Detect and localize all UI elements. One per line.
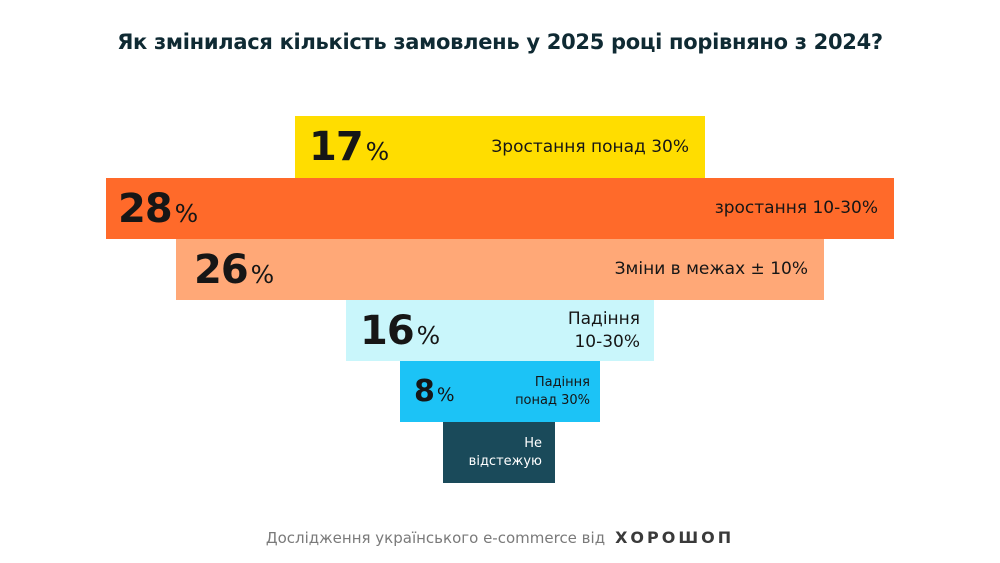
value-label: 17% [309,124,389,170]
value-unit: % [174,198,199,228]
value-unit: % [250,259,275,289]
bar-5: 8% Падіння понад 30% [400,361,600,422]
footer-text: Дослідження українського e-commerce від [265,529,606,547]
value-unit: % [416,320,441,350]
bar-2: 28% зростання 10-30% [106,178,894,239]
chart-title: Як змінилася кількість замовлень у 2025 … [117,30,883,54]
value-number: 26 [194,246,249,293]
value-label: 26% [194,247,274,293]
category-label: Падіння понад 30% [515,374,590,408]
bar-6: Не відстежую [443,422,555,483]
value-unit: % [436,385,455,406]
bar-3: 26% Зміни в межах ± 10% [176,239,824,300]
value-number: 17 [309,124,364,170]
value-number: 16 [360,307,415,354]
category-label: Не відстежую [468,435,542,469]
category-label: Зміни в межах ± 10% [614,259,808,280]
value-label: 8% [414,374,455,409]
category-label: Падіння 10-30% [567,308,640,352]
value-label: 16% [360,308,440,354]
category-label: Зростання понад 30% [491,136,689,157]
brand-logo: ХОРОШОП [615,528,735,547]
category-label: зростання 10-30% [714,198,878,219]
value-unit: % [365,137,390,166]
bar-4: 16% Падіння 10-30% [346,300,654,361]
value-number: 8 [414,374,435,409]
footer: Дослідження українського e-commerce від Х… [0,528,1000,547]
value-number: 28 [118,185,173,232]
bar-1: 17% Зростання понад 30% [295,116,705,178]
value-label: 28% [118,186,198,232]
